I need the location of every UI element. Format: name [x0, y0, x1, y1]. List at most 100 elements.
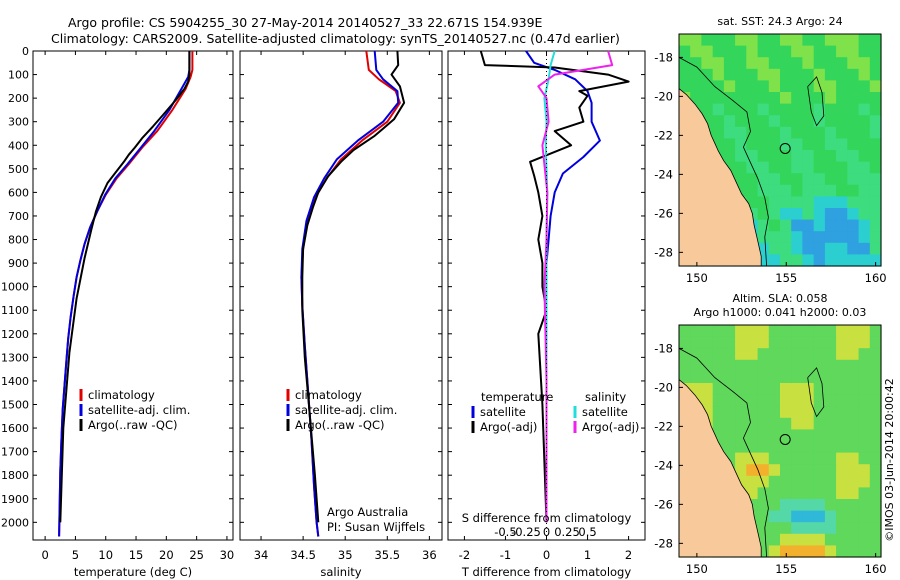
map-cell — [780, 359, 792, 372]
map-cell — [824, 126, 837, 139]
map-cell — [858, 103, 871, 116]
map-cell — [869, 150, 882, 163]
map-cell — [847, 173, 860, 186]
x-tick-label: 35 — [338, 548, 353, 562]
map-cell — [813, 150, 826, 163]
map-cell — [858, 161, 871, 174]
y-tick-label: 900 — [8, 257, 29, 270]
map-cell — [802, 510, 815, 523]
map-cell — [847, 325, 860, 338]
map-cell — [858, 231, 871, 244]
map-cell — [858, 417, 871, 430]
map-cell — [780, 499, 792, 512]
legend-label: climatology — [88, 388, 155, 402]
map-cell — [768, 92, 781, 105]
map-cell — [746, 115, 759, 128]
map-cell — [869, 545, 882, 558]
map-cell — [768, 394, 781, 407]
sla-map: -18 -20 -22 -24 -26 -28 150 155 160 Altim. SLA: 0… — [654, 292, 896, 576]
map-cell — [791, 336, 803, 349]
map-cell — [869, 441, 882, 454]
map-cell — [869, 406, 882, 419]
map-cell — [712, 57, 725, 70]
map-cell — [746, 80, 759, 93]
imos-timestamp-label: ©IMOS 03-Jun-2014 20:00:42 — [883, 378, 896, 542]
x-tick-label: 5 — [72, 548, 79, 562]
map-cell — [858, 371, 871, 384]
map-cell — [712, 325, 725, 338]
y-tick-label: -26 — [654, 497, 673, 511]
map-cell — [802, 208, 815, 221]
x-tick-label: 160 — [865, 271, 887, 285]
map-cell — [746, 161, 759, 174]
map-cell — [836, 126, 848, 139]
map-cell — [847, 34, 860, 47]
map-cell — [836, 173, 848, 186]
map-cell — [791, 45, 803, 58]
map-cell — [746, 464, 759, 477]
map-cell — [768, 34, 781, 47]
map-cell — [824, 231, 837, 244]
map-cell — [679, 371, 691, 384]
map-cell — [712, 371, 725, 384]
reef-contour — [807, 76, 825, 127]
map-cell — [869, 34, 882, 47]
map-cell — [847, 371, 860, 384]
x-tick-label: 15 — [129, 548, 144, 562]
map-cell — [791, 510, 803, 523]
map-cell — [780, 115, 792, 128]
map-cell — [847, 417, 860, 430]
x2-tick-label: 0 — [543, 525, 550, 539]
map-cell — [757, 34, 770, 47]
map-cell — [712, 45, 725, 58]
map-cell — [858, 45, 871, 58]
map-cell — [746, 487, 759, 500]
map-cell — [780, 126, 792, 139]
legend-heading: salinity — [585, 390, 626, 404]
map-cell — [701, 336, 714, 349]
map-cell — [780, 475, 792, 488]
map-cell — [723, 359, 736, 372]
map-cell — [858, 429, 871, 442]
map-cell — [735, 138, 747, 151]
map-cell — [780, 45, 792, 58]
map-cell — [836, 383, 848, 396]
map-cell — [847, 219, 860, 232]
map-cell — [858, 545, 871, 558]
land — [678, 87, 762, 267]
map-cell — [768, 475, 781, 488]
map-cell — [746, 394, 759, 407]
map-cell — [869, 45, 882, 58]
map-cell — [836, 150, 848, 163]
map-cell — [791, 417, 803, 430]
map-cell — [791, 254, 803, 267]
map-cell — [836, 336, 848, 349]
map-cell — [746, 429, 759, 442]
map-cell — [735, 184, 747, 197]
map-cell — [813, 522, 826, 535]
map-cell — [824, 196, 837, 209]
y-tick-label: 100 — [8, 69, 29, 82]
map-cell — [824, 510, 837, 523]
map-cell — [813, 92, 826, 105]
map-cell — [746, 359, 759, 372]
map-cell — [780, 417, 792, 430]
map-cell — [791, 394, 803, 407]
map-cell — [836, 103, 848, 116]
map-cell — [735, 406, 747, 419]
legend-label: satellite-adj. clim. — [295, 403, 397, 417]
map-title: Argo h1000: 0.041 h2000: 0.03 — [694, 306, 867, 319]
y-tick-label: 2000 — [1, 516, 29, 529]
map-cell — [813, 417, 826, 430]
map-cell — [757, 533, 770, 546]
map-cell — [712, 92, 725, 105]
map-cell — [735, 348, 747, 361]
map-cell — [869, 336, 882, 349]
x2-tick-label: 0.5 — [578, 525, 596, 539]
map-cell — [723, 161, 736, 174]
map-cell — [847, 499, 860, 512]
map-cell — [768, 45, 781, 58]
map-cell — [768, 208, 781, 221]
map-cell — [757, 429, 770, 442]
map-cell — [791, 173, 803, 186]
